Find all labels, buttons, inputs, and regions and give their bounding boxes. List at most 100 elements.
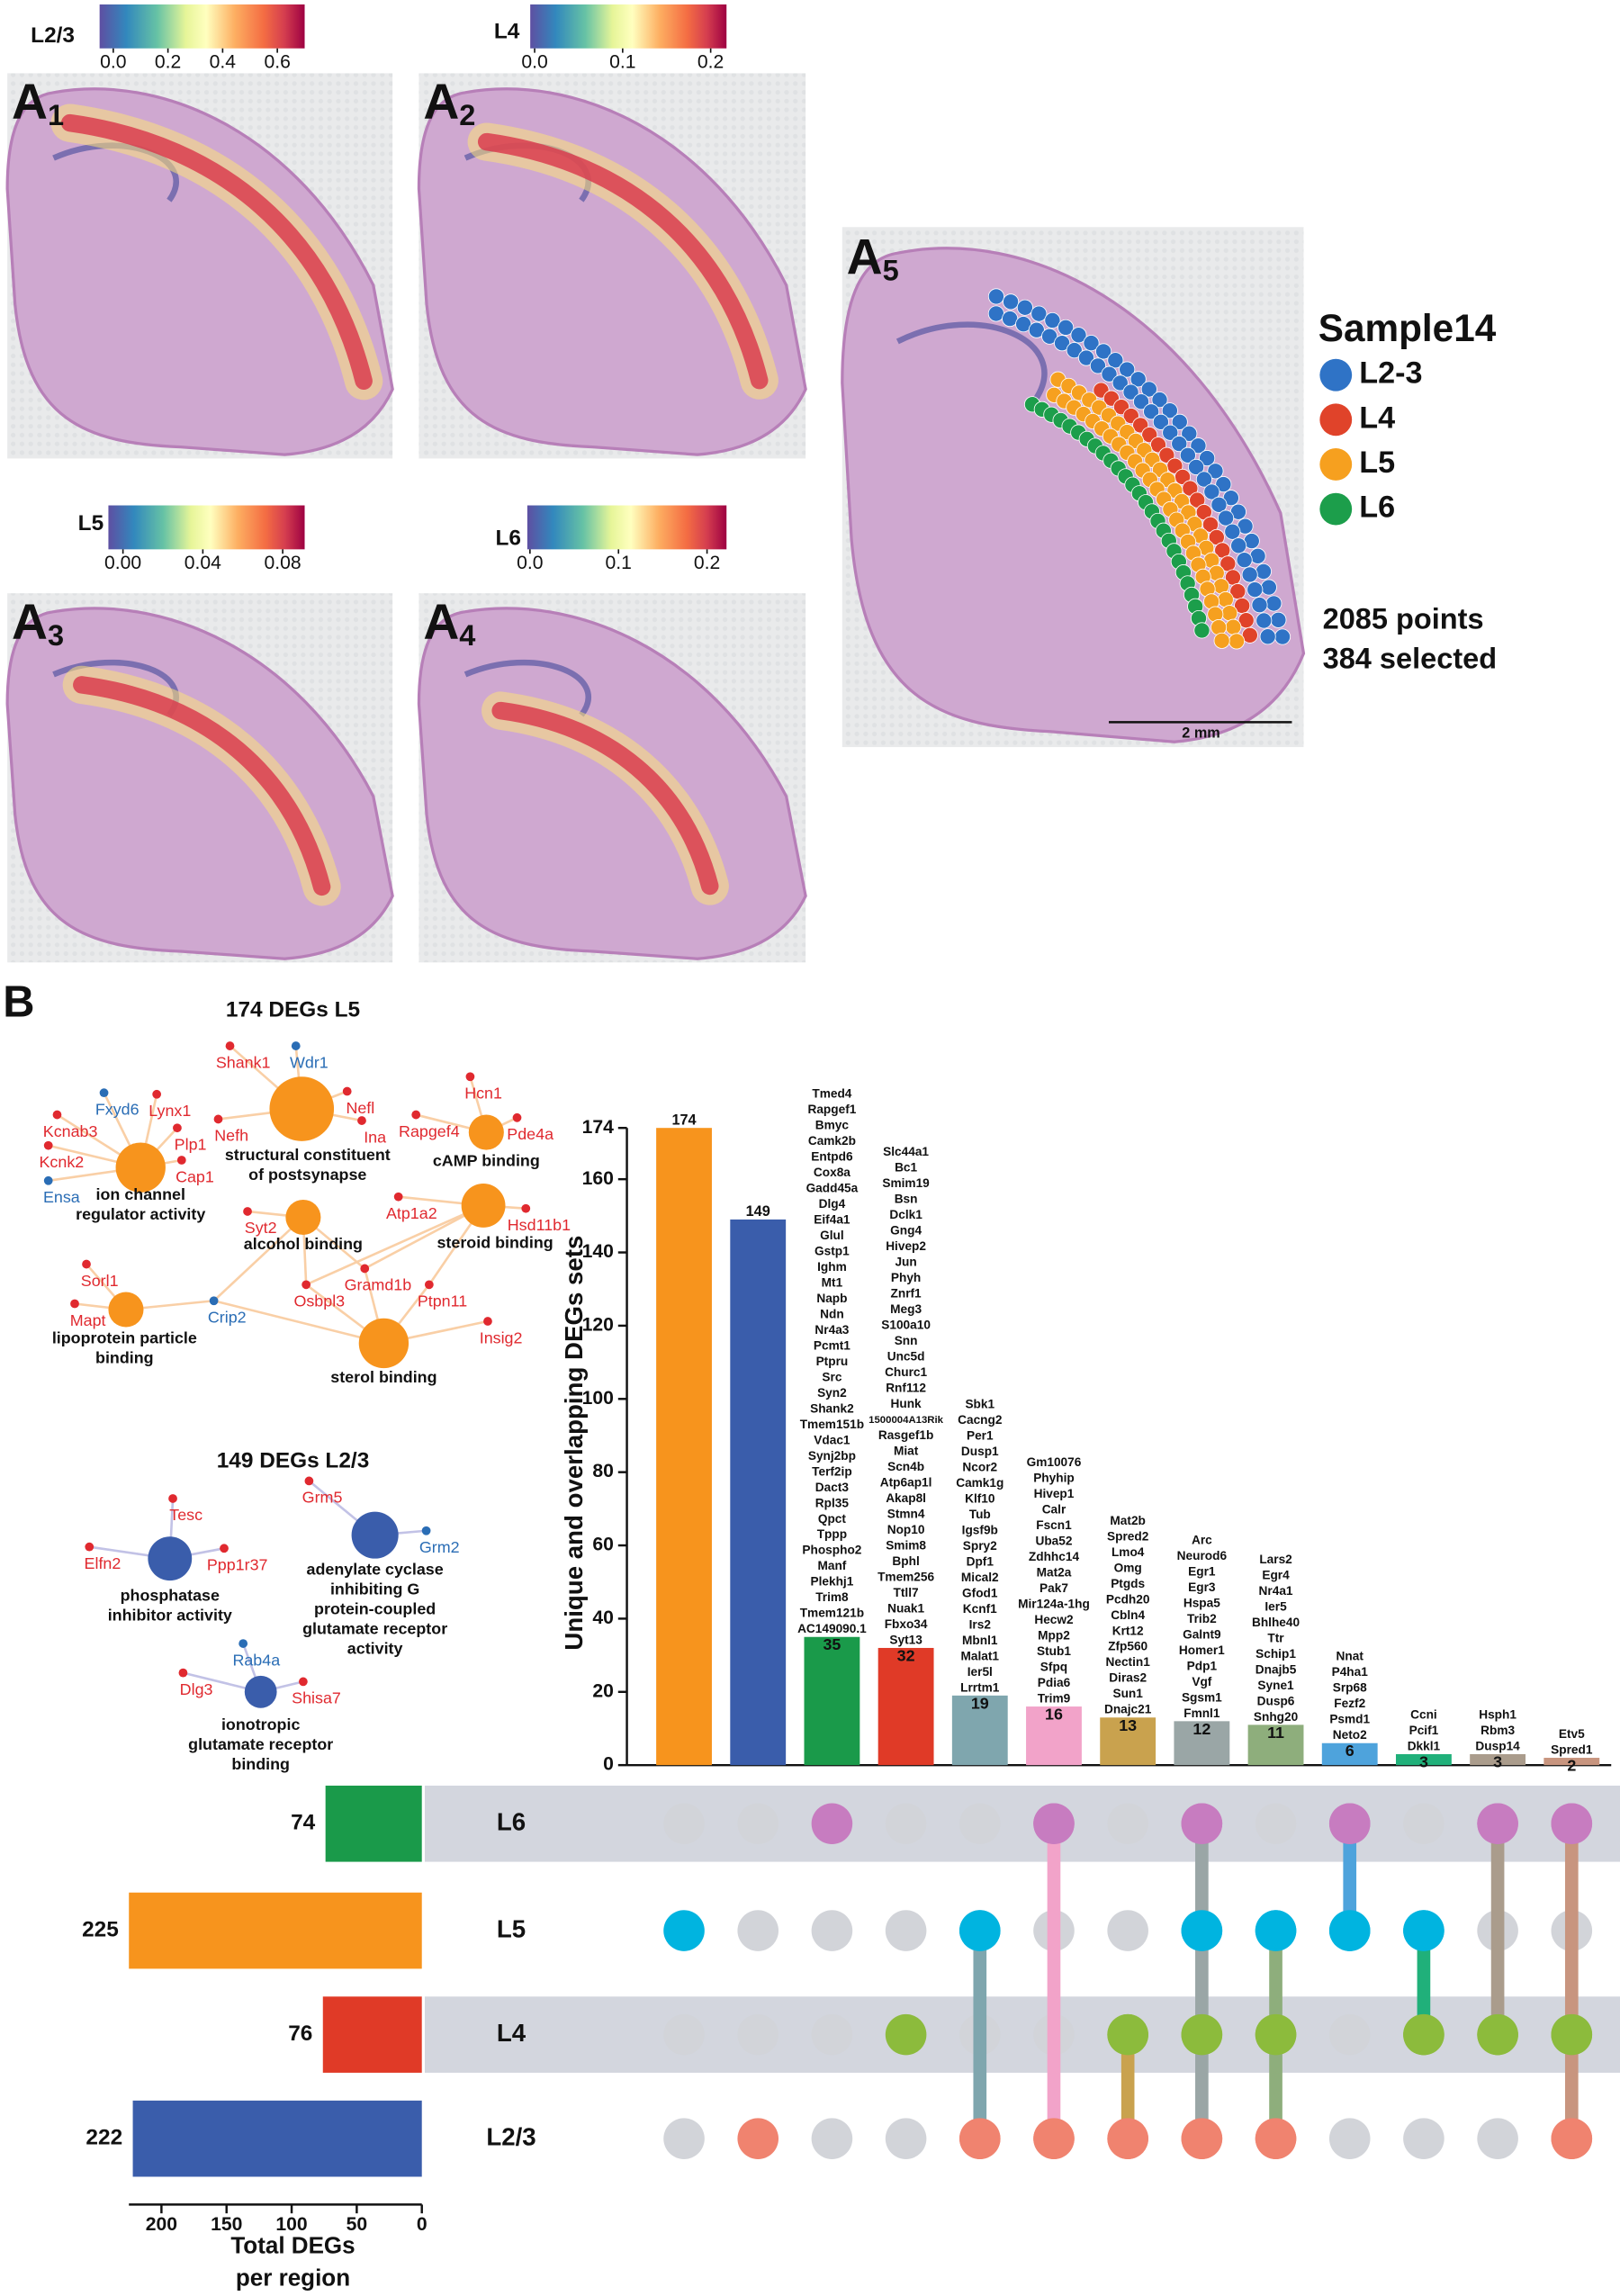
gene-name: Omg	[1114, 1561, 1142, 1574]
gene-name: Jun	[895, 1256, 916, 1269]
gene-name: Hivep2	[886, 1239, 926, 1253]
matrix-dot	[885, 2013, 927, 2056]
gene-name: Per1	[967, 1428, 994, 1442]
gene-node	[52, 1110, 62, 1120]
gene-label: Gramd1b	[345, 1276, 412, 1294]
spot	[1259, 628, 1276, 645]
y-tick-label: 0	[603, 1754, 614, 1775]
matrix-dot	[1181, 2013, 1223, 2056]
gene-label: Insig2	[480, 1328, 523, 1346]
network-edge	[213, 1299, 384, 1345]
gene-name: Fscn1	[1036, 1518, 1072, 1532]
colorbar-tick-label: 0.2	[155, 52, 181, 73]
gene-name: Scn4b	[887, 1460, 924, 1473]
term-node	[285, 1199, 321, 1236]
spot	[1041, 328, 1058, 345]
panel-letter: A	[423, 74, 459, 130]
bar-value-label: 13	[1119, 1716, 1137, 1734]
matrix-dot	[1551, 2118, 1593, 2159]
set-name: L4	[497, 2019, 526, 2047]
gene-name: Tmem121b	[800, 1607, 864, 1620]
gene-node	[521, 1203, 531, 1213]
term-label: inhibiting G	[330, 1580, 419, 1598]
set-size-bar	[325, 1785, 422, 1862]
gene-name: Akap8l	[886, 1491, 926, 1505]
matrix-dot	[737, 2013, 779, 2056]
scale-bar-label: 2 mm	[1182, 725, 1220, 742]
gene-name: Znrf1	[891, 1287, 922, 1301]
term-label: of postsynapse	[248, 1166, 366, 1184]
gene-node	[209, 1296, 219, 1306]
gene-name: Krt12	[1112, 1624, 1144, 1637]
bar	[1321, 1742, 1378, 1766]
gene-name: Trim8	[815, 1590, 849, 1604]
spot	[1221, 605, 1238, 622]
colorbar-title: L5	[78, 511, 104, 536]
matrix-dot	[663, 1910, 705, 1951]
bar-value-label: 6	[1346, 1742, 1354, 1760]
y-tick-label: 160	[582, 1168, 614, 1189]
matrix-dot	[1551, 2013, 1593, 2056]
set-size-label: 225	[82, 1918, 119, 1942]
gene-label: Syt2	[245, 1219, 277, 1237]
gene-name: Stmn4	[887, 1507, 925, 1520]
gene-name: Gm10076	[1027, 1455, 1082, 1469]
gene-name: Glul	[820, 1229, 844, 1242]
spot	[1162, 424, 1179, 441]
gene-name: Diras2	[1109, 1671, 1147, 1685]
gene-label: Shank1	[216, 1053, 271, 1071]
matrix-dot	[1255, 1910, 1297, 1951]
term-label: adenylate cyclase	[307, 1560, 444, 1578]
gene-label: Mapt	[70, 1311, 106, 1329]
y-tick-label: 40	[592, 1607, 614, 1628]
bar-value-label: 11	[1267, 1724, 1284, 1742]
hippocampus	[896, 321, 1048, 401]
spot	[1112, 374, 1129, 392]
matrix-dot	[1328, 1910, 1371, 1951]
gene-name: P4ha1	[1332, 1665, 1369, 1679]
spot	[1213, 632, 1230, 649]
gene-name: Rpl35	[815, 1496, 850, 1509]
x-tick-label: 100	[275, 2214, 307, 2235]
gene-name: AC149090.1	[797, 1622, 867, 1635]
gene-name: Meg3	[890, 1302, 922, 1316]
gene-name: Mat2a	[1037, 1566, 1072, 1580]
expression-band	[477, 132, 769, 390]
spot	[1256, 612, 1273, 629]
legend-swatch	[1319, 403, 1353, 437]
gene-name: Nr4a1	[1259, 1584, 1293, 1598]
gene-name: Pdia6	[1038, 1676, 1071, 1689]
term-label: binding	[95, 1348, 154, 1366]
gene-name: Hunk	[891, 1397, 922, 1410]
gene-name: Lrrtm1	[960, 1680, 1000, 1694]
gene-name: Camk1g	[956, 1476, 1004, 1490]
gene-name: Pcdh20	[1106, 1592, 1150, 1606]
matrix-dot	[1033, 2118, 1075, 2159]
gene-node	[173, 1123, 182, 1133]
gene-name: Vdac1	[814, 1433, 850, 1446]
gene-name: Dusp6	[1257, 1694, 1295, 1707]
gene-name: Dact3	[815, 1481, 850, 1494]
colorbar-tick-label: 0.00	[104, 553, 141, 573]
gene-name: Tmem256	[878, 1570, 934, 1583]
bar-value-label: 19	[971, 1694, 989, 1712]
gene-name: Dusp14	[1475, 1739, 1520, 1752]
panel-letter: A	[423, 594, 459, 650]
spot	[1030, 305, 1048, 322]
x-tick-label: 0	[417, 2214, 428, 2235]
gene-label: Lynx1	[148, 1102, 191, 1120]
gene-name: Egr4	[1262, 1568, 1290, 1581]
matrix-dot	[885, 2118, 927, 2159]
gene-name: Phospho2	[802, 1544, 861, 1557]
bar	[1395, 1753, 1452, 1766]
term-label: binding	[231, 1755, 290, 1773]
gene-node	[483, 1317, 492, 1326]
network-edge	[364, 1204, 484, 1270]
spot	[1016, 299, 1033, 316]
gene-name: Hsph1	[1479, 1707, 1516, 1721]
set-size-bar	[322, 1996, 422, 2073]
gene-name: Bmyc	[815, 1118, 850, 1131]
gene-label: Crip2	[208, 1309, 247, 1327]
legend-swatch	[1319, 492, 1353, 526]
